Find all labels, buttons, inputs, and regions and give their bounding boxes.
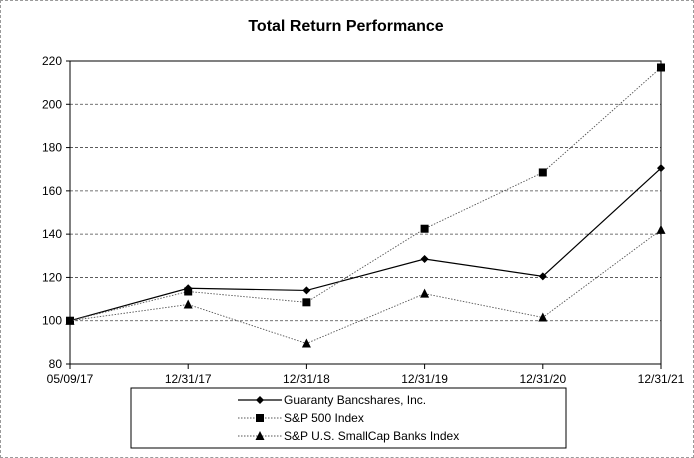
legend-label: S&P U.S. SmallCap Banks Index [284, 429, 459, 443]
legend-marker [256, 396, 264, 404]
series-guaranty-bancshares-inc [66, 164, 665, 325]
data-point [538, 272, 547, 281]
series-s-p-500-index [66, 63, 665, 325]
data-point [302, 286, 311, 295]
plot-area [69, 60, 662, 365]
y-tick-label: 160 [42, 184, 62, 198]
legend-label: Guaranty Bancshares, Inc. [284, 393, 426, 407]
data-point [538, 312, 548, 322]
y-axis: 80 100 120 140 160 180 200 220 [42, 54, 70, 371]
y-tick-label: 200 [42, 97, 62, 111]
x-axis: 05/09/17 12/31/17 12/31/18 12/31/19 12/31/20… [47, 364, 685, 386]
legend-label: S&P 500 Index [284, 411, 364, 425]
legend-marker [256, 414, 264, 422]
gridlines [70, 103, 661, 322]
series-line [69, 167, 662, 322]
legend: Guaranty Bancshares, Inc. S&P 500 Index S&… [130, 387, 567, 449]
data-point [301, 338, 311, 348]
y-tick-label: 120 [42, 270, 62, 284]
chart-title: Total Return Performance [248, 18, 443, 35]
series-line [69, 229, 662, 344]
x-tick-label: 12/31/18 [283, 372, 330, 386]
data-point [420, 255, 429, 264]
x-tick-label: 05/09/17 [47, 372, 94, 386]
legend-box [130, 387, 567, 449]
data-point [65, 315, 75, 325]
y-tick-label: 180 [42, 141, 62, 155]
data-point [302, 298, 311, 307]
y-tick-label: 100 [42, 314, 62, 328]
y-tick-label: 140 [42, 227, 62, 241]
series-group [65, 63, 666, 348]
y-tick-label: 220 [42, 54, 62, 68]
data-point [656, 224, 666, 234]
x-tick-label: 12/31/17 [165, 372, 212, 386]
data-point [657, 63, 665, 72]
data-point [657, 164, 665, 173]
data-point [538, 168, 547, 177]
x-tick-label: 12/31/20 [519, 372, 566, 386]
data-point [184, 287, 193, 296]
series-line [69, 67, 662, 322]
data-point [420, 288, 430, 298]
legend-marker [255, 431, 265, 440]
x-tick-label: 12/31/21 [638, 372, 685, 386]
x-tick-label: 12/31/19 [401, 372, 448, 386]
data-point [420, 224, 429, 233]
data-point [183, 299, 193, 309]
y-tick-label: 80 [49, 357, 63, 371]
series-s-p-u-s-smallcap-banks-index [65, 224, 666, 348]
